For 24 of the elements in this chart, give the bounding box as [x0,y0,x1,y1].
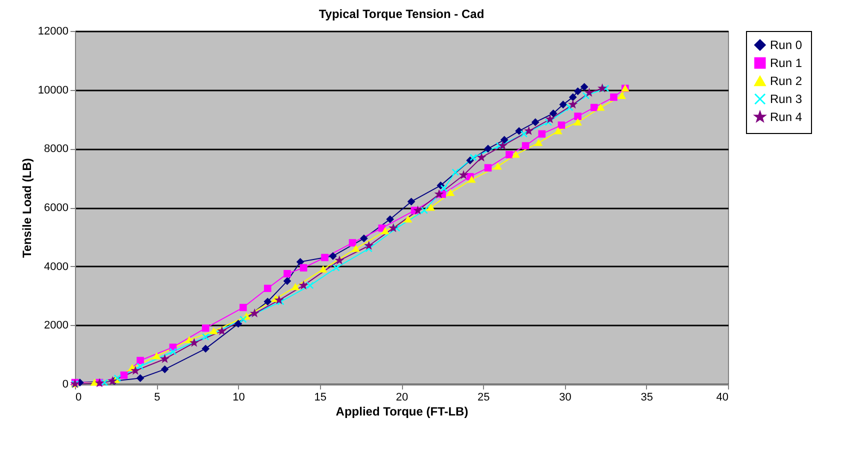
y-tick-label: 6000 [44,202,68,214]
y-tick-label: 10000 [38,84,68,96]
y-tick-label: 0 [62,378,68,390]
y-tick-label: 4000 [44,260,68,273]
x-tick-label: 40 [716,392,728,404]
x-tick-label: 20 [396,392,408,404]
legend-label: Run 3 [770,92,802,106]
y-tick-label: 2000 [44,320,68,332]
x-tick-label: 5 [154,392,160,404]
y-axis-title: Tensile Load (LB) [20,158,34,258]
y-tick-label: 8000 [44,143,68,156]
legend-label: Run 1 [770,56,802,70]
chart-title: Typical Torque Tension - Cad [318,7,484,21]
x-tick-label: 0 [76,392,82,404]
y-tick-label: 12000 [38,26,68,38]
x-tick-label: 35 [640,392,653,404]
x-tick-label: 25 [478,392,490,404]
legend-label: Run 4 [770,110,802,124]
legend-label: Run 2 [770,74,802,88]
x-tick-label: 15 [314,392,326,404]
x-axis-title: Applied Torque (FT-LB) [336,404,468,418]
x-tick-label: 30 [559,392,572,404]
x-tick-label: 10 [232,392,245,404]
legend-label: Run 0 [770,38,802,52]
